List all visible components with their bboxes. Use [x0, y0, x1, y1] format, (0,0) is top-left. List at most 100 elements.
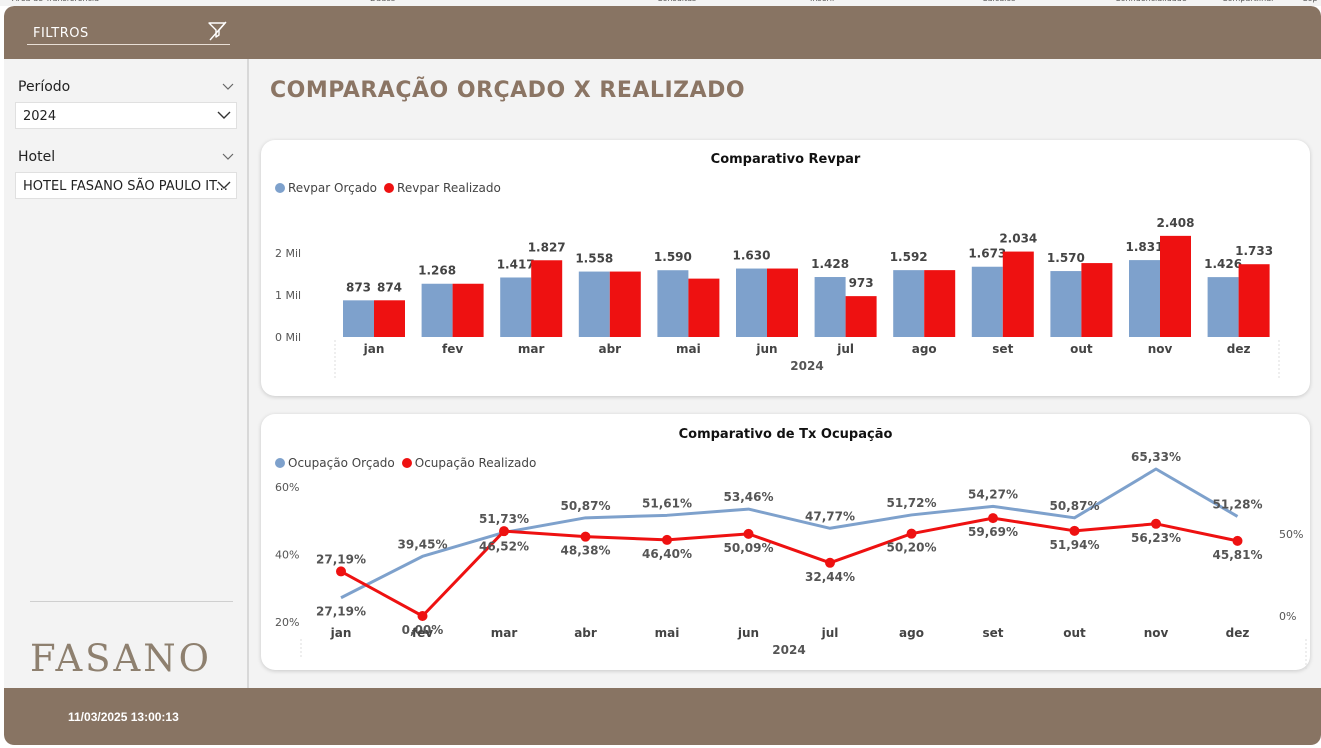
- bar-budget: [736, 268, 767, 337]
- revpar-chart-card[interactable]: Comparativo Revpar Revpar Orçado Revpar …: [261, 140, 1310, 396]
- x-tick-label: abr: [598, 342, 621, 356]
- bar-data-label: 1.428: [811, 257, 849, 271]
- x-tick-label: ago: [912, 342, 937, 356]
- line-data-label: 47,77%: [805, 509, 855, 523]
- bar-actual: [924, 270, 956, 337]
- x-tick-label: fev: [442, 342, 463, 356]
- revpar-bar-chart: 0 Mil 1 Mil 2 Mil 873 874 jan 1.268 fev 1.417 1.8…: [275, 216, 1280, 380]
- legend-dot-budget: [275, 183, 285, 193]
- line-point-actual: [336, 566, 346, 577]
- bar-actual: [1002, 251, 1034, 337]
- line-data-label: 50,20%: [887, 541, 937, 555]
- x-tick-label: nov: [1144, 626, 1169, 640]
- legend-item-actual[interactable]: Revpar Realizado: [384, 181, 501, 195]
- x-tick-label: abr: [574, 626, 597, 640]
- y-left-tick-label: 60%: [275, 481, 299, 494]
- line-point-actual: [743, 528, 754, 539]
- bar-data-label: 2.408: [1157, 216, 1195, 230]
- x-tick-label: jan: [330, 626, 352, 640]
- revpar-legend: Revpar Orçado Revpar Realizado: [275, 181, 508, 195]
- line-data-label: 51,28%: [1213, 497, 1263, 511]
- line-data-label: 59,69%: [968, 525, 1018, 539]
- bar-budget: [421, 283, 453, 337]
- hotel-slicer-title: Hotel: [18, 149, 56, 165]
- bar-budget: [657, 270, 689, 337]
- line-point-actual: [1069, 525, 1080, 536]
- ribbon-label: Inserir: [810, 0, 835, 3]
- x-tick-label: jul: [821, 626, 839, 640]
- bar-data-label: 973: [849, 276, 874, 290]
- bar-data-label: 2.034: [999, 232, 1037, 246]
- chevron-down-icon[interactable]: [222, 153, 234, 161]
- bar-data-label: 1.592: [890, 250, 928, 264]
- filter-clear-icon[interactable]: [206, 20, 228, 42]
- y-right-tick-label: 50%: [1279, 528, 1303, 541]
- ribbon-label: Compartilhar: [1222, 0, 1274, 3]
- bar-budget: [578, 271, 610, 337]
- x-axis-title: 2024: [790, 359, 823, 373]
- x-tick-label: fev: [412, 626, 433, 640]
- bar-budget: [1207, 277, 1239, 337]
- period-slicer-title: Período: [18, 79, 71, 95]
- bar-actual: [374, 300, 405, 337]
- line-point-actual: [580, 531, 591, 542]
- line-data-label: 46,52%: [479, 539, 529, 553]
- chevron-down-icon[interactable]: [222, 83, 234, 91]
- y-tick-label: 1 Mil: [275, 289, 301, 302]
- line-series-actual: [340, 516, 1238, 618]
- bar-data-label: 873: [346, 280, 371, 294]
- line-data-label: 27,19%: [316, 605, 366, 619]
- x-tick-label: out: [1070, 342, 1093, 356]
- line-data-label: 46,40%: [642, 547, 692, 561]
- bar-data-label: 1.673: [968, 247, 1006, 261]
- bar-budget: [814, 277, 846, 337]
- line-data-label: 51,73%: [479, 512, 529, 526]
- bar-actual: [767, 268, 798, 337]
- ribbon-label: Dados: [370, 0, 395, 3]
- bar-actual: [531, 260, 563, 337]
- line-series-budget: [340, 467, 1239, 600]
- legend-item-occ-budget[interactable]: Ocupação Orçado: [275, 456, 395, 470]
- bar-budget: [893, 270, 925, 337]
- line-point-actual: [988, 513, 998, 524]
- occupancy-chart-card[interactable]: Comparativo de Tx Ocupação Ocupação Orça…: [261, 414, 1310, 670]
- bar-data-label: 874: [377, 280, 402, 294]
- bar-budget: [1129, 260, 1160, 337]
- legend-item-budget[interactable]: Revpar Orçado: [275, 181, 377, 195]
- hotel-dropdown[interactable]: HOTEL FASANO SÃO PAULO IT...: [15, 172, 237, 199]
- bar-data-label: 1.733: [1235, 244, 1273, 258]
- legend-item-occ-actual[interactable]: Ocupação Realizado: [401, 456, 536, 470]
- x-tick-label: jul: [836, 342, 854, 356]
- legend-dot-occ-actual: [401, 458, 412, 468]
- x-tick-label: dez: [1226, 626, 1250, 640]
- bar-budget: [343, 300, 374, 337]
- line-point-actual: [906, 528, 917, 539]
- bar-actual: [1160, 235, 1191, 337]
- legend-label-budget: Revpar Orçado: [288, 181, 378, 195]
- bar-data-label: 1.827: [528, 240, 566, 254]
- ribbon-label: Cálculos: [982, 0, 1015, 3]
- bar-actual: [452, 283, 484, 337]
- line-data-label: 51,94%: [1050, 538, 1100, 552]
- ribbon-strip: Área de Transferência Dados Consultas Inser…: [0, 0, 1321, 6]
- sidebar-divider: [30, 601, 233, 602]
- x-tick-label: nov: [1148, 342, 1173, 356]
- period-dropdown-value: 2024: [23, 109, 57, 124]
- x-tick-label: out: [1063, 626, 1086, 640]
- line-point-actual: [825, 557, 835, 568]
- y-tick-label: 2 Mil: [275, 247, 301, 260]
- page-title: COMPARAÇÃO ORÇADO X REALIZADO: [270, 78, 746, 103]
- period-dropdown[interactable]: 2024: [15, 102, 237, 129]
- legend-dot-actual: [384, 183, 395, 193]
- occupancy-chart-title: Comparativo de Tx Ocupação: [678, 427, 893, 442]
- y-left-tick-label: 20%: [275, 616, 299, 629]
- line-data-label: 50,87%: [561, 499, 611, 513]
- bar-data-label: 1.558: [575, 252, 613, 266]
- line-data-label: 50,09%: [724, 541, 774, 555]
- x-tick-label: set: [982, 626, 1003, 640]
- hotel-dropdown-value: HOTEL FASANO SÃO PAULO IT...: [23, 179, 228, 194]
- y-left-tick-label: 40%: [275, 549, 299, 562]
- x-tick-label: set: [992, 342, 1013, 356]
- bar-data-label: 1.417: [497, 257, 535, 271]
- y-right-tick-label: 0%: [1279, 610, 1296, 623]
